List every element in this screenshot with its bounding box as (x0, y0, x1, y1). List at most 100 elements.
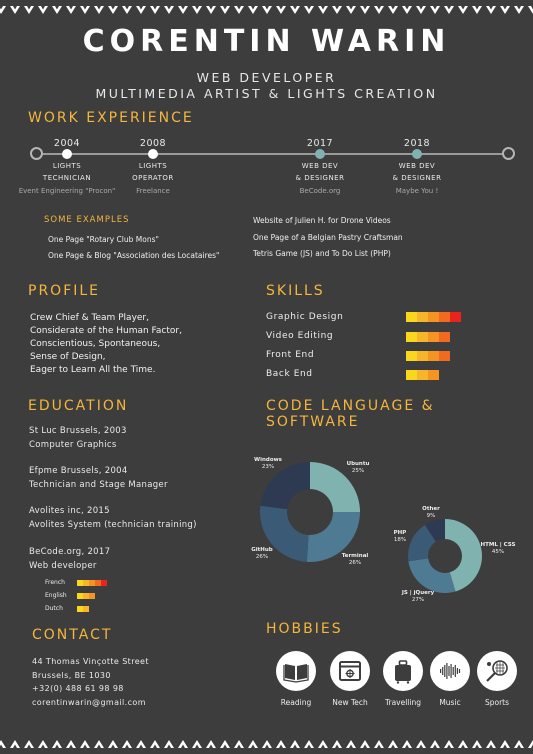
skill-label: Video Editing (266, 331, 334, 341)
chevron (234, 740, 244, 748)
chevron (430, 6, 440, 14)
donut-slice-ubuntu (310, 462, 360, 512)
chevron (444, 740, 454, 748)
language-level-segment (89, 593, 95, 599)
racket-icon (486, 660, 508, 682)
chevron (80, 740, 90, 748)
example-item: One Page "Rotary Club Mons" (48, 235, 159, 244)
soundwave-bar (444, 665, 446, 677)
education-entry: BeCode.org, 2017 Web developer (29, 547, 111, 571)
chevron (332, 740, 342, 748)
chevron (262, 6, 272, 14)
chevron (416, 6, 426, 14)
soundwave-bar (440, 669, 442, 673)
contact-phone[interactable]: +32(0) 488 61 98 98 (32, 684, 124, 693)
chevron (0, 740, 6, 748)
chevron (136, 6, 146, 14)
skill-level-segment (439, 312, 450, 322)
chevron (94, 740, 104, 748)
donut-slice-terminal (306, 512, 360, 562)
chevron (416, 740, 426, 748)
chevron (304, 740, 314, 748)
hobby-new-tech (330, 651, 370, 691)
language-label: French (45, 579, 65, 586)
chevron (360, 6, 370, 14)
chevron (290, 6, 300, 14)
skill-level-segment (406, 351, 417, 361)
language-level-segment (83, 580, 89, 586)
subtitle-multimedia-artist: MULTIMEDIA ARTIST & LIGHTS CREATION (95, 86, 438, 101)
chevron (290, 740, 300, 748)
donut-label-github: GitHub 26% (251, 547, 273, 560)
timeline-node-2008 (148, 149, 158, 159)
example-item: One Page of a Belgian Pastry Craftsman (253, 233, 403, 242)
chevron (192, 740, 202, 748)
timeline-year: 2004 (53, 138, 81, 149)
chevron (528, 6, 533, 14)
donut-label-html-css: HTML | CSS 45% (480, 542, 516, 555)
chevron (262, 740, 272, 748)
skill-level-segment (439, 332, 450, 342)
chevron (514, 740, 524, 748)
chevron (402, 6, 412, 14)
language-label: English (45, 592, 67, 599)
skill-level-bar (406, 332, 450, 342)
language-level-segment (77, 580, 83, 586)
timeline-role: LIGHTS OPERATOR (132, 162, 174, 182)
timeline-start-marker (30, 147, 43, 160)
education-heading: EDUCATION (28, 398, 129, 414)
skill-level-segment (428, 351, 439, 361)
donut-slice-html-css (445, 519, 482, 592)
skill-level-segment (406, 312, 417, 322)
contact-details: 44 Thomas Vinçotte Street Brussels, BE 1… (32, 655, 149, 709)
hobbies-heading: HOBBIES (266, 621, 343, 637)
contact-address: 44 Thomas Vinçotte Street (32, 657, 149, 666)
language-level-segment (101, 580, 107, 586)
language-level-segment (77, 606, 83, 612)
chevron (458, 6, 468, 14)
timeline-node-2004 (62, 149, 72, 159)
donut-label-other: Other 9% (422, 506, 440, 519)
timeline-node-2018 (412, 149, 422, 159)
chevron (150, 6, 160, 14)
donut-slice-php (408, 524, 436, 562)
skill-level-segment (450, 312, 461, 322)
contact-email[interactable]: corentinwarin@gmail.com (32, 697, 146, 707)
code-language-donut (408, 519, 482, 593)
timeline-role: LIGHTS TECHNICIAN (42, 162, 92, 182)
chevron (346, 740, 356, 748)
chevron (360, 740, 370, 748)
soundwave-icon (440, 663, 461, 679)
book-icon (283, 664, 309, 683)
chevron (38, 740, 48, 748)
skills-heading: SKILLS (266, 283, 325, 299)
timeline-year: 2018 (403, 138, 431, 149)
donut-slice-other (424, 519, 445, 542)
chevron (164, 740, 174, 748)
chevron (444, 6, 454, 14)
browser-icon (339, 661, 361, 681)
language-level-segment (77, 593, 83, 599)
chevron (374, 740, 384, 748)
language-level-bar (77, 580, 107, 586)
chevron (332, 6, 342, 14)
code-language-heading-2: SOFTWARE (266, 414, 360, 430)
chevron (500, 740, 510, 748)
education-entry: Avolites inc, 2015 Avolites System (techn… (29, 506, 197, 530)
chevron (150, 740, 160, 748)
example-item: Website of Julien H. for Drone Videos (253, 216, 391, 225)
chevron (66, 6, 76, 14)
chevron (80, 6, 90, 14)
chevron (472, 740, 482, 748)
example-item: One Page & Blog "Association des Locatai… (48, 251, 220, 260)
hobby-travelling (383, 651, 423, 691)
software-donut-charts (260, 462, 482, 593)
work-experience-heading: WORK EXPERIENCE (28, 110, 194, 126)
soundwave-bar (442, 667, 444, 675)
chevron (10, 740, 20, 748)
chevron (514, 6, 524, 14)
soundwave-bar (446, 663, 448, 679)
chevron (402, 740, 412, 748)
soundwave-bar (458, 669, 461, 673)
education-entry: Efpme Brussels, 2004 Technician and Stage… (29, 466, 168, 490)
